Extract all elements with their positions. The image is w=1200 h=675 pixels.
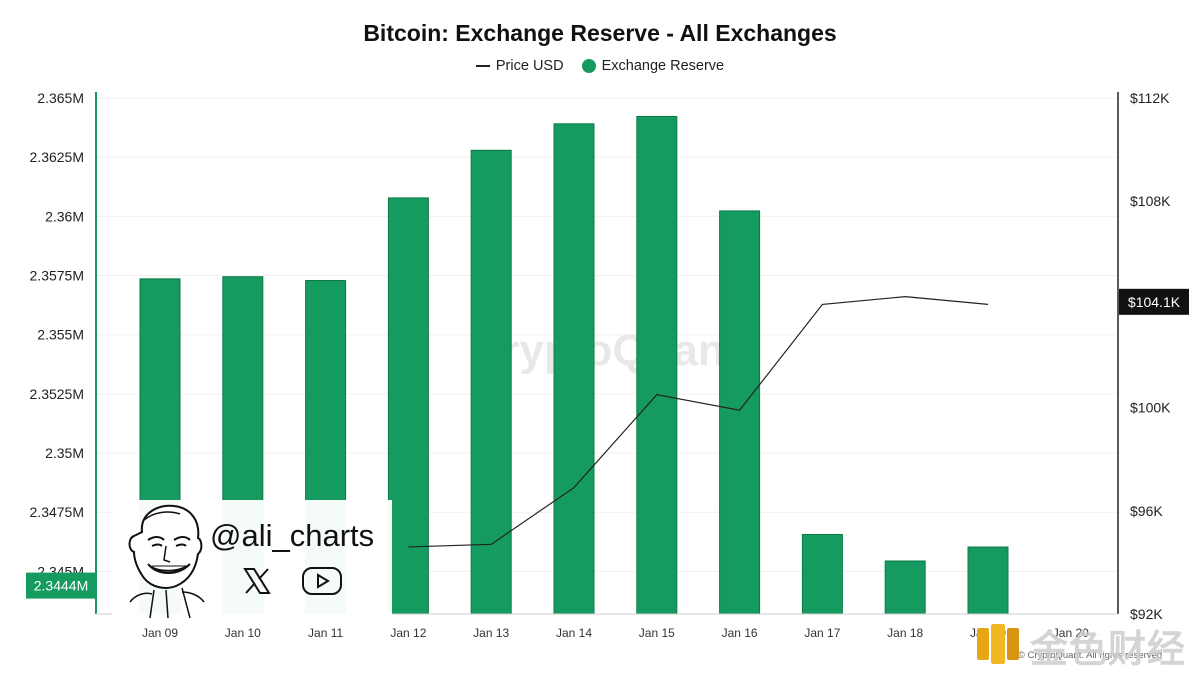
legend-item-price[interactable]: Price USD (475, 58, 564, 74)
legend: Price USD Exchange Reserve (0, 58, 1200, 74)
reserve-bar (470, 149, 512, 615)
x-tick-label: Jan 09 (142, 626, 178, 640)
reserve-bar (553, 123, 595, 615)
face-icon (128, 504, 205, 618)
copyright-text: © CryptoQuant. All rights reserved (1018, 650, 1162, 661)
right-current-label: $104.1K (1128, 294, 1181, 310)
bars (139, 115, 1009, 615)
legend-item-reserve[interactable]: Exchange Reserve (581, 58, 725, 74)
reserve-bar (884, 560, 926, 615)
x-icon[interactable] (242, 566, 272, 596)
legend-label-price: Price USD (495, 58, 564, 74)
ali-charts-badge: @ali_charts (112, 500, 392, 620)
reserve-bar (636, 115, 678, 615)
right-tick-label: $108K (1130, 193, 1171, 209)
axes: 2.345M2.3475M2.35M2.3525M2.355M2.3575M2.… (26, 90, 1189, 640)
jinse-logo-icon (977, 624, 1019, 664)
reserve-bar (387, 197, 429, 615)
left-tick-label: 2.3475M (30, 504, 84, 520)
watermark-cryptoquant: CryptoQuant (471, 326, 740, 375)
legend-line-swatch (475, 65, 490, 67)
x-tick-label: Jan 18 (887, 626, 923, 640)
left-tick-label: 2.36M (45, 208, 84, 224)
reserve-bar (967, 546, 1009, 615)
x-tick-label: Jan 10 (225, 626, 261, 640)
price-line-group (408, 296, 989, 548)
right-tick-label: $100K (1130, 400, 1171, 416)
left-tick-label: 2.3525M (30, 386, 84, 402)
x-tick-label: Jan 16 (722, 626, 758, 640)
reserve-bar (719, 210, 761, 615)
left-tick-label: 2.355M (37, 327, 84, 343)
legend-label-reserve: Exchange Reserve (601, 58, 725, 74)
jinse-watermark-text: 金色财经 (1030, 629, 1187, 671)
grid (96, 97, 1118, 572)
right-current-marker (1119, 288, 1189, 315)
x-tick-label: Jan 20 (1053, 626, 1089, 640)
left-tick-label: 2.3625M (30, 149, 84, 165)
ali-handle: @ali_charts (210, 518, 375, 553)
left-tick-label: 2.365M (37, 90, 84, 106)
left-current-marker (26, 572, 96, 599)
youtube-icon[interactable] (300, 564, 344, 598)
x-tick-label: Jan 17 (804, 626, 840, 640)
price-line (408, 296, 989, 548)
right-tick-label: $96K (1130, 503, 1163, 519)
left-tick-label: 2.3575M (30, 268, 84, 284)
x-tick-label: Jan 12 (390, 626, 426, 640)
x-tick-label: Jan 15 (639, 626, 675, 640)
reserve-bar (801, 533, 843, 615)
right-tick-label: $112K (1130, 90, 1170, 106)
legend-dot-swatch (581, 59, 596, 73)
left-tick-label: 2.35M (45, 445, 84, 461)
x-tick-label: Jan 11 (308, 626, 343, 640)
x-tick-label: Jan 14 (556, 626, 592, 640)
right-tick-label: $92K (1130, 606, 1163, 622)
chart-title: Bitcoin: Exchange Reserve - All Exchange… (363, 20, 837, 46)
left-current-label: 2.3444M (34, 578, 88, 594)
x-tick-label: Jan 13 (473, 626, 509, 640)
